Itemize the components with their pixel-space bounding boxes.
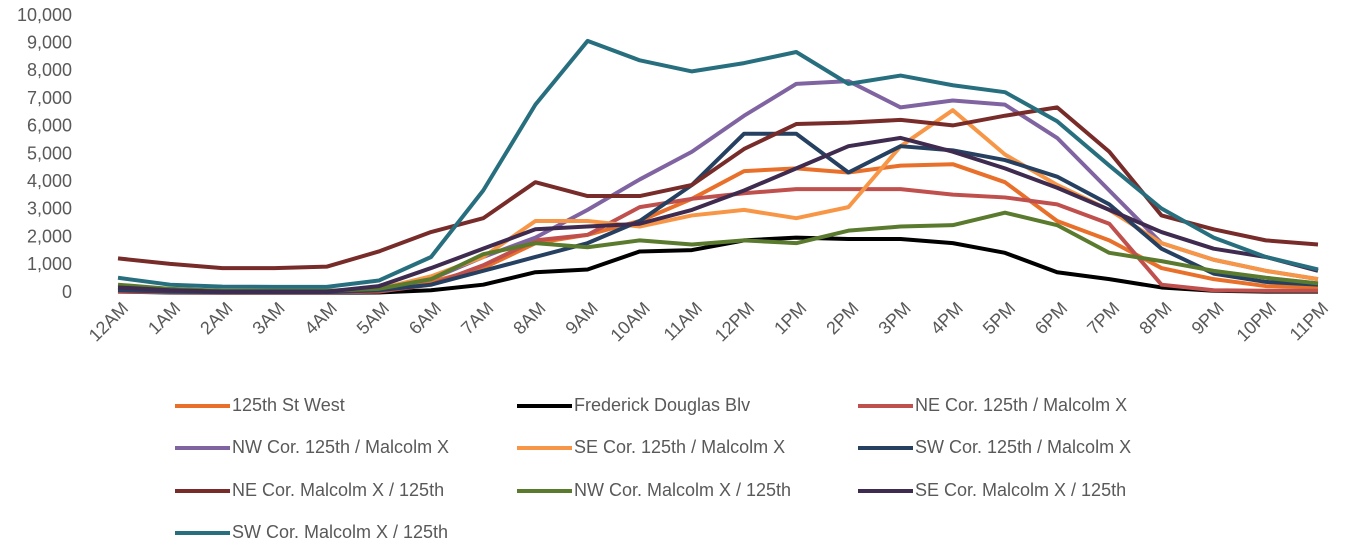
x-tick-label: 11AM xyxy=(660,298,706,344)
x-tick-label: 12PM xyxy=(711,298,758,345)
y-tick-label: 7,000 xyxy=(27,88,72,108)
y-tick-label: 9,000 xyxy=(27,32,72,52)
y-tick-label: 8,000 xyxy=(27,60,72,80)
y-tick-label: 6,000 xyxy=(27,116,72,136)
legend-label: NE Cor. Malcolm X / 125th xyxy=(232,480,444,500)
y-tick-label: 1,000 xyxy=(27,254,72,274)
legend-label: NW Cor. 125th / Malcolm X xyxy=(232,437,449,457)
x-tick-label: 1PM xyxy=(770,298,810,338)
legend-label: SW Cor. Malcolm X / 125th xyxy=(232,522,448,542)
y-tick-label: 0 xyxy=(62,282,72,302)
legend-label: NW Cor. Malcolm X / 125th xyxy=(574,480,791,500)
x-tick-label: 8AM xyxy=(509,298,549,338)
series-line xyxy=(117,38,1319,289)
x-tick-label: 9AM xyxy=(561,298,601,338)
legend-label: NE Cor. 125th / Malcolm X xyxy=(915,395,1127,415)
x-tick-label: 4PM xyxy=(927,298,967,338)
x-tick-label: 8PM xyxy=(1135,298,1175,338)
x-tick-label: 12AM xyxy=(85,298,132,345)
x-tick-label: 11PM xyxy=(1286,298,1332,344)
x-tick-label: 2AM xyxy=(196,298,236,338)
x-tick-label: 10AM xyxy=(607,298,654,345)
x-tick-label: 9PM xyxy=(1188,298,1228,338)
legend-label: 125th St West xyxy=(232,395,345,415)
y-tick-label: 2,000 xyxy=(27,226,72,246)
y-tick-label: 3,000 xyxy=(27,199,72,219)
legend-label: SE Cor. 125th / Malcolm X xyxy=(574,437,785,457)
y-tick-label: 5,000 xyxy=(27,143,72,163)
x-tick-label: 2PM xyxy=(822,298,862,338)
legend-label: Frederick Douglas Blv xyxy=(574,395,750,415)
series-line xyxy=(117,235,1318,295)
x-tick-label: 4AM xyxy=(301,298,341,338)
x-tick-label: 5AM xyxy=(353,298,393,338)
x-tick-label: 1AM xyxy=(144,298,184,338)
x-tick-label: 7AM xyxy=(457,298,497,338)
legend-label: SW Cor. 125th / Malcolm X xyxy=(915,437,1131,457)
series-line xyxy=(117,105,1319,271)
y-tick-label: 4,000 xyxy=(27,171,72,191)
y-tick-label: 10,000 xyxy=(17,5,72,25)
series-line xyxy=(117,210,1319,293)
x-tick-label: 10PM xyxy=(1233,298,1280,345)
x-tick-label: 3PM xyxy=(874,298,914,338)
x-tick-label: 6PM xyxy=(1031,298,1071,338)
x-tick-label: 3AM xyxy=(248,298,288,338)
series-line xyxy=(117,135,1319,294)
x-tick-label: 7PM xyxy=(1083,298,1123,338)
legend-label: SE Cor. Malcolm X / 125th xyxy=(915,480,1126,500)
x-tick-label: 5PM xyxy=(979,298,1019,338)
x-tick-label: 6AM xyxy=(405,298,445,338)
